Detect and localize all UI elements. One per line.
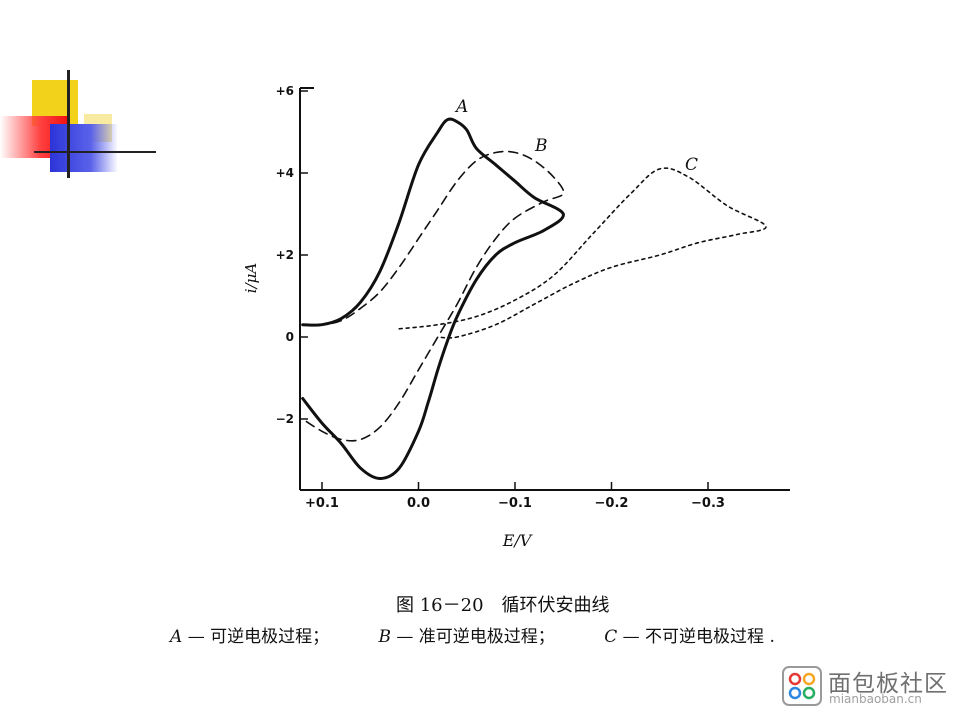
- y-tick-label: −2: [276, 412, 294, 426]
- y-tick-label: +4: [276, 166, 294, 180]
- y-axis-label: i/μA: [242, 263, 260, 294]
- decoration-blue-block: [50, 124, 118, 172]
- watermark-domain: mianbaoban.cn: [829, 692, 922, 706]
- watermark: 面包板社区 mianbaoban.cn: [782, 664, 952, 710]
- x-tick-label: 0.0: [407, 496, 430, 511]
- series-line-b: [301, 150, 565, 442]
- legend-key-b: B: [378, 627, 392, 647]
- series-label-a: A: [454, 97, 468, 117]
- series-label-c: C: [685, 155, 698, 175]
- x-tick-label: −0.1: [498, 496, 532, 511]
- decoration-horizontal-line: [34, 151, 156, 153]
- x-tick-label: −0.3: [691, 496, 725, 511]
- y-tick-label: 0: [286, 330, 294, 344]
- legend-key-c: C: [604, 627, 618, 647]
- watermark-name: 面包板社区: [828, 671, 948, 697]
- legend-key-a: A: [170, 627, 183, 647]
- figure-caption: 图 16－20 循环伏安曲线: [396, 595, 610, 616]
- legend-text-c: — 不可逆电极过程 .: [622, 627, 775, 647]
- x-tick-label: −0.2: [595, 496, 629, 511]
- legend-text-a: — 可逆电极过程；: [187, 627, 330, 647]
- series-line-c: [398, 167, 767, 339]
- legend-item-a: A — 可逆电极过程；: [170, 622, 329, 647]
- legend-item-b: B — 准可逆电极过程；: [379, 622, 555, 647]
- y-tick-label: +6: [276, 84, 294, 98]
- legend-item-c: C — 不可逆电极过程 .: [604, 622, 775, 647]
- x-tick-label: +0.1: [305, 496, 339, 511]
- watermark-logo-icon: [782, 666, 822, 706]
- series-label-b: B: [534, 136, 548, 156]
- chart-ticks: +0.1 0.0 −0.1 −0.2 −0.3 +6 +4 +2 0 −2: [276, 84, 725, 511]
- legend-text-b: — 准可逆电极过程；: [396, 627, 555, 647]
- decoration-vertical-line: [67, 70, 70, 178]
- x-axis-label: E/V: [502, 531, 533, 550]
- chart-labels: E/V i/μA A B C: [242, 97, 698, 550]
- legend-line: A — 可逆电极过程； B — 准可逆电极过程； C — 不可逆电极过程 .: [170, 622, 775, 647]
- series-line-a: [301, 117, 565, 480]
- y-tick-label: +2: [276, 248, 294, 262]
- chart-series: [301, 117, 767, 480]
